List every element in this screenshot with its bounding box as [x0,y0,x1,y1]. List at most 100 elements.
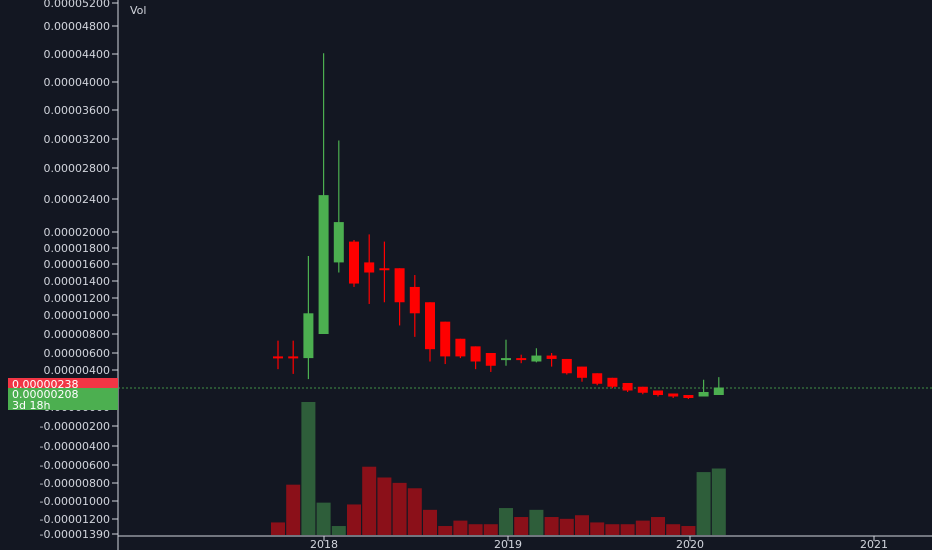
candlestick[interactable] [592,373,603,386]
candlestick[interactable] [379,241,390,303]
candlestick[interactable] [349,240,359,287]
price-badge-bg [8,399,118,410]
candlestick[interactable] [288,340,299,374]
volume-bar[interactable] [468,524,483,535]
volume-bar[interactable] [575,515,589,535]
volume-bar[interactable] [651,517,665,535]
candlestick[interactable] [455,338,466,359]
volume-bar[interactable] [605,524,620,535]
candle-body [318,195,329,334]
volume-bar[interactable] [438,526,453,535]
volume-bar[interactable] [666,524,681,535]
candlestick[interactable] [668,393,679,399]
volume-bar[interactable] [514,517,529,535]
volume-bar[interactable] [271,522,285,535]
volume-bar[interactable] [499,508,513,535]
candle-body [668,393,679,397]
price-badge-label: 0.00000238 [12,378,78,391]
y-tick-label: 0.00002400 [44,193,110,206]
candlestick[interactable] [470,346,481,370]
candle-body [440,321,451,357]
candlestick[interactable] [713,377,724,395]
y-tick-label: -0.00001390 [40,528,110,541]
candle-body [607,377,618,387]
candle-body [546,355,557,359]
price-badge: 0.00000208 [8,388,118,401]
candlestick[interactable] [653,390,663,397]
volume-bar[interactable] [544,517,559,535]
x-tick-label: 2020 [676,538,704,550]
candle-body [577,366,587,378]
y-tick-label: 0.00001800 [44,242,110,255]
candle-body [394,268,405,303]
volume-bar[interactable] [392,482,407,535]
volume-bar[interactable] [711,468,726,536]
volume-bar[interactable] [347,504,361,535]
candle-body [425,302,435,350]
candle-body [622,383,633,391]
volume-bar[interactable] [620,524,635,535]
y-tick-label: -0.00001000 [40,495,110,508]
volume-bar[interactable] [635,520,650,535]
y-tick-label: -0.00000400 [40,440,110,453]
y-tick-label: 0.00001600 [44,258,110,271]
candlestick[interactable] [546,353,557,367]
y-tick-label: 0.00000400 [44,364,110,377]
candlestick[interactable] [485,353,496,372]
candlestick[interactable] [364,234,375,304]
price-badge-bg [8,388,118,399]
volume-bar[interactable] [423,509,437,535]
volume-bar[interactable] [407,488,422,535]
volume-bar[interactable] [681,526,696,535]
y-tick-label: 0.00001400 [44,275,110,288]
candlestick[interactable] [409,275,420,337]
candle-body [303,313,314,359]
candle-body [653,390,663,395]
volume-bar[interactable] [529,509,544,535]
y-axis: 0.00005200 0.00004800 0.00004400 0.00004000… [40,0,119,550]
volume-bar[interactable] [286,484,301,535]
volume-bar[interactable] [331,526,346,535]
volume-bar[interactable] [483,524,498,535]
candlestick[interactable] [577,366,587,382]
candlestick[interactable] [425,302,435,362]
candlestick[interactable] [303,256,314,380]
candlestick[interactable] [622,383,633,392]
volume-bar[interactable] [559,518,574,535]
candlestick[interactable] [637,386,648,395]
candle-body [698,392,709,397]
candle-body [637,386,648,393]
candlesticks [273,53,724,399]
candlestick[interactable] [531,348,542,363]
candlestick[interactable] [607,377,618,389]
price-badge: 3d 18h [8,399,118,412]
volume-bar[interactable] [316,502,331,535]
volume-bar[interactable] [453,520,468,535]
candlestick[interactable] [501,339,511,366]
candle-body [470,346,481,362]
candlestick[interactable] [516,354,527,364]
volume-bar[interactable] [362,466,377,535]
x-axis: 2018 2019 2020 2021 [118,535,932,550]
price-badge-label: 3d 18h [12,399,50,412]
candlestick[interactable] [698,379,709,397]
y-tick-label: 0.00004800 [44,20,110,33]
candlestick[interactable] [440,321,451,365]
y-tick-label: 0.00004000 [44,76,110,89]
volume-bar[interactable] [590,522,605,535]
volume-bar[interactable] [301,402,316,535]
volume-bar[interactable] [377,477,392,535]
candlestick[interactable] [318,53,329,334]
candlestick[interactable] [394,268,405,326]
candlestick[interactable] [683,395,694,399]
candlestick[interactable] [561,358,572,375]
candlestick[interactable] [273,340,283,370]
y-tick-label: 0.00002800 [44,162,110,175]
candlestick[interactable] [333,140,344,273]
y-tick-label: -0.00000600 [40,459,110,472]
volume-bar[interactable] [696,472,711,535]
candle-body [273,356,283,359]
